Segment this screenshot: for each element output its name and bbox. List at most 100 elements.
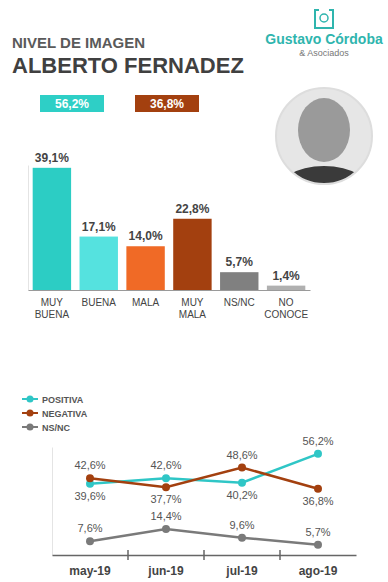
tick-label-line: MUY [41,297,64,308]
point [238,464,246,472]
annotation-box [135,95,199,112]
brand-sub: & Asociados [299,48,349,58]
point [314,541,322,549]
legend-label: NS/NC [42,423,71,433]
data-label: 1,4% [272,269,300,283]
tick-label-line: BUENA [82,297,117,308]
tick: jun-19 [147,555,184,578]
portrait-body [274,166,374,226]
data-label: 17,1% [82,220,116,234]
point [162,474,170,482]
tick-label-line: MALA [179,309,207,320]
x-axis-line [29,290,311,291]
legend-marker [27,396,34,403]
tick: jul-19 [225,555,258,578]
tick-label: MUYBUENA [35,297,70,320]
bars [33,168,306,290]
tick-label-line: NO [279,297,294,308]
data-label: 56,2% [302,435,333,447]
y-axis-line [28,166,29,291]
series-line [90,468,318,489]
annotation: 36,8% [150,97,184,111]
title: NIVEL DE IMAGEN [12,34,145,51]
annotation: 56,2% [55,97,89,111]
chart-svg: NIVEL DE IMAGEN ALBERTO FERNADEZ Gustavo C… [0,0,388,582]
brand: Gustavo Córdoba [265,31,383,47]
data-label: 42,6% [74,459,105,471]
tick: may-19 [69,555,111,578]
background [0,0,388,582]
tick: ago-19 [299,555,338,578]
separator [127,550,129,560]
data-label: 5,7% [226,255,254,269]
tick: BUENA [82,290,117,308]
legend-marker [27,424,34,431]
tick: MALA [132,290,160,308]
data-label: 39,1% [35,151,69,165]
logo-icon [315,10,333,28]
legend: POSITIVA NEGATIVA NS/NC [22,395,88,433]
data-label: 5,7% [305,526,330,538]
legend-label: NEGATIVA [42,409,88,419]
bar [80,237,118,290]
tick: MUYBUENA [35,290,70,320]
bar [267,286,305,290]
tick-label: ago-19 [299,564,338,578]
tick-label: MUYMALA [179,297,207,320]
legend-marker [27,410,34,417]
data-label: 14,0% [129,229,163,243]
data-label: 14,4% [150,510,181,522]
point [162,525,170,533]
bar [173,219,211,290]
x-axis: MUYBUENABUENAMALAMUYMALANS/NCNOCONOCE [29,290,311,320]
subtitle: ALBERTO FERNADEZ [12,53,244,78]
tick-label-line: CONOCE [264,309,308,320]
series-line [90,529,318,545]
y-axis-line [52,448,53,556]
point [162,483,170,491]
data-label: 7,6% [77,522,102,534]
annotation-box [40,95,104,112]
bar [126,246,164,290]
data-label: 40,2% [226,489,257,501]
data-label: 37,7% [150,493,181,505]
logo-slot [319,9,329,11]
data-label: 22,8% [175,202,209,216]
lines [86,450,322,549]
tick-label-line: MUY [181,297,204,308]
data-label: 48,6% [226,449,257,461]
tick-label: may-19 [69,564,111,578]
legend-label: POSITIVA [42,395,84,405]
tick-label: BUENA [82,297,117,308]
logo-box [315,10,333,28]
tick-label-line: MALA [132,297,160,308]
data-label: 42,6% [150,459,181,471]
data-label: 36,8% [302,495,333,507]
tick: MUYMALA [179,290,207,320]
tick-label: NS/NC [224,297,255,308]
point [86,474,94,482]
data-label: 39,6% [74,490,105,502]
tick-label: jul-19 [225,564,258,578]
separator [203,550,205,560]
separator [279,550,281,560]
portrait-ring [276,88,372,184]
chart-root: NIVEL DE IMAGEN ALBERTO FERNADEZ Gustavo C… [0,0,388,582]
logo-mark [320,14,328,22]
bar [33,168,71,290]
y-axis [52,448,53,556]
y-axis [28,166,29,291]
bar [220,272,258,290]
tick-label: MALA [132,297,160,308]
tick: NOCONOCE [264,290,308,320]
tick-label-line: BUENA [35,309,70,320]
tick: NS/NC [224,290,255,308]
tick-label: jun-19 [147,564,184,578]
portrait-head [298,98,350,162]
tick-label-line: NS/NC [224,297,255,308]
portrait [270,82,380,226]
point [238,534,246,542]
tick-label: NOCONOCE [264,297,308,320]
point [314,450,322,458]
point [238,479,246,487]
